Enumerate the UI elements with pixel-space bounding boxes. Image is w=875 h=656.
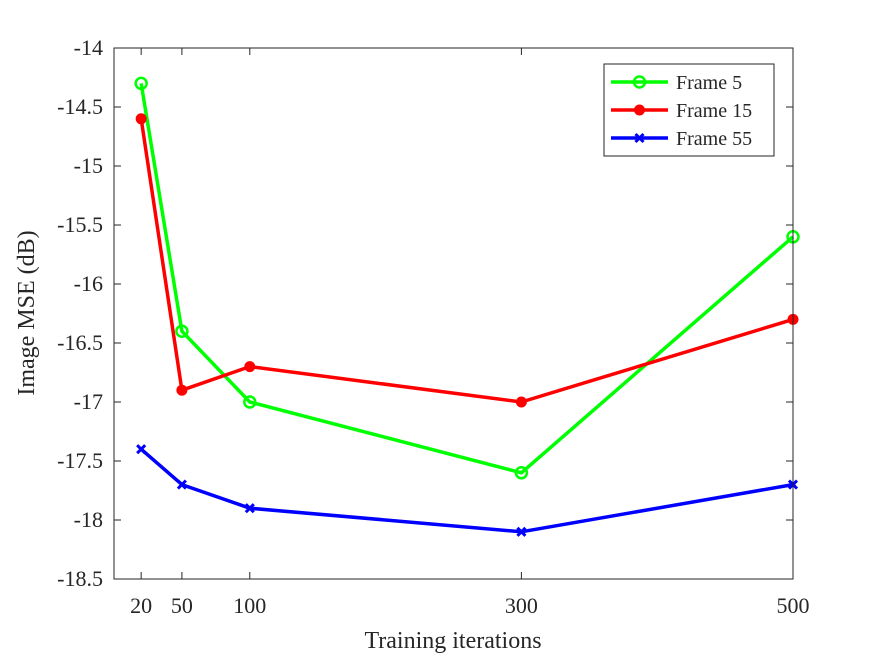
y-tick-label: -18 [74, 507, 103, 532]
series-frame-15 [135, 113, 799, 408]
data-point [134, 76, 148, 91]
legend-label: Frame 15 [676, 100, 752, 122]
y-tick-label: -15 [74, 153, 103, 178]
x-tick-label: 100 [233, 593, 266, 618]
y-tick-label: -14.5 [57, 94, 103, 119]
legend: Frame 5 Frame 15 Frame 55 [603, 63, 775, 157]
y-tick-label: -15.5 [57, 212, 103, 237]
y-tick-label: -18.5 [57, 566, 103, 591]
data-point [135, 113, 147, 125]
data-point [514, 466, 529, 480]
y-tick-label: -17.5 [57, 448, 103, 473]
series-layer [134, 76, 800, 537]
data-point [244, 503, 255, 514]
y-tick-label: -14 [74, 35, 103, 60]
y-tick-label: -17 [74, 389, 103, 414]
data-point [244, 361, 256, 373]
data-point [243, 395, 257, 409]
series-frame-55 [136, 444, 799, 537]
x-tick-label: 500 [777, 593, 810, 618]
y-tick-label: -16.5 [57, 330, 103, 355]
series-line [139, 83, 795, 475]
data-point [176, 384, 188, 396]
x-axis-label: Training iterations [364, 628, 541, 654]
legend-item: Frame 15 [611, 100, 752, 122]
data-point [176, 479, 187, 490]
legend-marker [634, 132, 645, 144]
data-point [175, 324, 189, 338]
axes-box [113, 47, 794, 580]
legend-marker [632, 75, 647, 89]
data-point [515, 396, 527, 408]
legend-marker [634, 104, 645, 116]
x-tick-label: 50 [171, 593, 193, 618]
y-tick-label: -16 [74, 271, 103, 296]
legend-item: Frame 55 [611, 128, 752, 150]
ticks-layer: 20 50 100 300 500 -14 -14.5 -15 -15.5 -16 -16.5 -17… [57, 35, 809, 618]
data-point [136, 444, 147, 455]
data-point [516, 526, 527, 537]
x-tick-label: 20 [130, 593, 152, 618]
x-tick-label: 300 [505, 593, 538, 618]
legend-item: Frame 5 [611, 72, 742, 94]
legend-label: Frame 55 [676, 128, 752, 150]
y-axis-label: Image MSE (dB) [14, 230, 40, 395]
legend-label: Frame 5 [676, 72, 742, 94]
